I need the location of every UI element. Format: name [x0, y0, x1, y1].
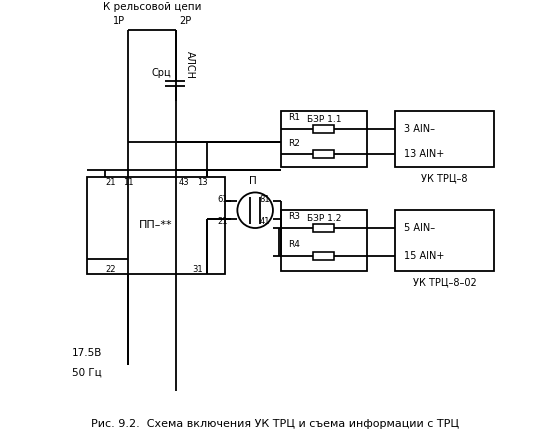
Text: Рис. 9.2.  Схема включения УК ТРЦ и съема информации с ТРЦ: Рис. 9.2. Схема включения УК ТРЦ и съема… [91, 419, 460, 429]
Text: П: П [249, 176, 257, 187]
Text: 41: 41 [259, 217, 270, 226]
Text: 43: 43 [179, 178, 190, 187]
Text: 13: 13 [197, 178, 207, 187]
Text: УК ТРЦ–8: УК ТРЦ–8 [422, 173, 468, 183]
Text: 50 Гц: 50 Гц [72, 368, 102, 378]
Text: 3 AIN–: 3 AIN– [404, 124, 435, 134]
Text: 21: 21 [105, 178, 116, 187]
Text: 81: 81 [259, 194, 270, 203]
Bar [280, 111, 367, 167]
Text: R1: R1 [288, 113, 300, 122]
Text: 22: 22 [105, 265, 116, 274]
Bar [313, 252, 334, 260]
Text: ПП–**: ПП–** [139, 221, 173, 230]
Text: R4: R4 [288, 241, 300, 249]
Text: 21: 21 [218, 217, 228, 226]
Text: АЛСН: АЛСН [185, 51, 195, 79]
Text: БЗР 1.1: БЗР 1.1 [306, 115, 341, 124]
Text: 61: 61 [218, 194, 228, 203]
Text: 11: 11 [123, 178, 133, 187]
Text: 31: 31 [193, 265, 203, 274]
Bar [313, 224, 334, 232]
Text: 15 AIN+: 15 AIN+ [404, 251, 445, 261]
Text: 5 AIN–: 5 AIN– [404, 223, 435, 233]
Text: К рельсовой цепи: К рельсовой цепи [103, 2, 202, 12]
Text: 13 AIN+: 13 AIN+ [404, 149, 445, 159]
Bar [313, 125, 334, 133]
Text: 1Р: 1Р [114, 16, 126, 26]
Circle shape [237, 192, 273, 228]
Text: R2: R2 [288, 139, 300, 148]
Text: 2Р: 2Р [179, 16, 191, 26]
Text: 17.5В: 17.5В [72, 348, 102, 358]
Text: БЗР 1.2: БЗР 1.2 [306, 214, 341, 223]
Bar [280, 210, 367, 271]
Bar [395, 210, 494, 271]
Bar [395, 111, 494, 167]
Text: Срц: Срц [152, 67, 171, 78]
Text: УК ТРЦ–8–02: УК ТРЦ–8–02 [413, 277, 477, 288]
Bar [313, 150, 334, 159]
Text: R3: R3 [288, 213, 300, 222]
Bar [88, 177, 225, 274]
